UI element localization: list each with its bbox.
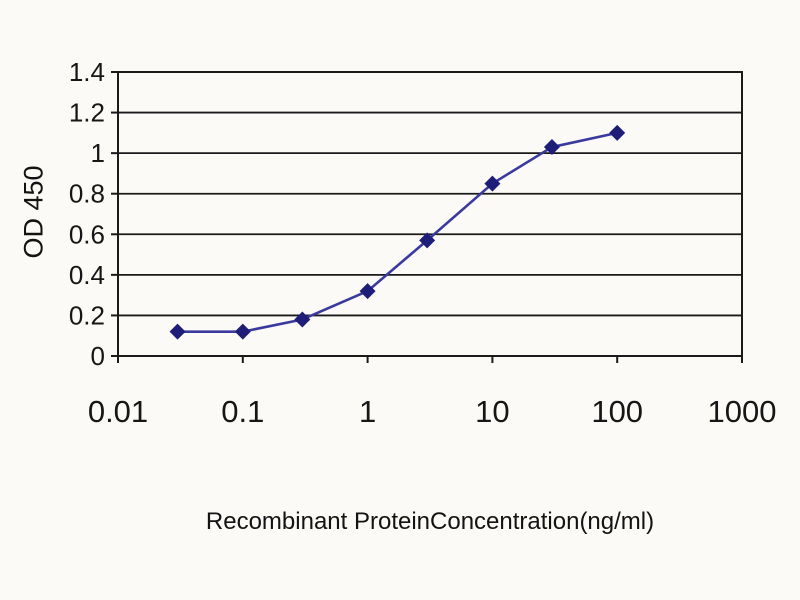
y-tick-label: 0.8 bbox=[69, 179, 105, 209]
y-tick-label: 0.6 bbox=[69, 219, 105, 249]
y-tick-label: 1 bbox=[91, 138, 105, 168]
data-point-marker bbox=[294, 311, 311, 328]
plot-border bbox=[117, 71, 743, 357]
x-tick-label: 0.01 bbox=[88, 394, 148, 429]
data-point-marker bbox=[543, 139, 560, 156]
x-tick-label: 1000 bbox=[708, 394, 777, 429]
y-tick-label: 1.4 bbox=[69, 57, 105, 87]
x-axis-title: Recombinant ProteinConcentration(ng/ml) bbox=[205, 508, 655, 535]
y-tick-label: 1.2 bbox=[69, 98, 105, 128]
y-tick-label: 0 bbox=[91, 341, 105, 371]
x-tick-label: 100 bbox=[591, 394, 643, 429]
data-point-marker bbox=[419, 232, 436, 249]
data-point-marker bbox=[169, 323, 186, 340]
y-tick-label: 0.2 bbox=[69, 300, 105, 330]
y-axis: 0 0.2 0.4 0.6 0.8 1 1.2 1.4 bbox=[69, 57, 118, 371]
x-tick-label: 10 bbox=[475, 394, 509, 429]
y-axis-title: OD 450 bbox=[18, 165, 49, 259]
data-point-marker bbox=[609, 124, 626, 141]
y-tick-label: 0.4 bbox=[69, 260, 105, 290]
gridlines bbox=[118, 71, 742, 357]
x-tick-label: 1 bbox=[359, 394, 376, 429]
data-point-marker bbox=[484, 175, 501, 192]
x-axis: 0.01 0.1 1 10 100 1000 bbox=[88, 356, 777, 429]
data-point-marker bbox=[359, 283, 376, 300]
series-line bbox=[177, 131, 618, 333]
x-tick-label: 0.1 bbox=[221, 394, 264, 429]
data-point-marker bbox=[234, 323, 251, 340]
